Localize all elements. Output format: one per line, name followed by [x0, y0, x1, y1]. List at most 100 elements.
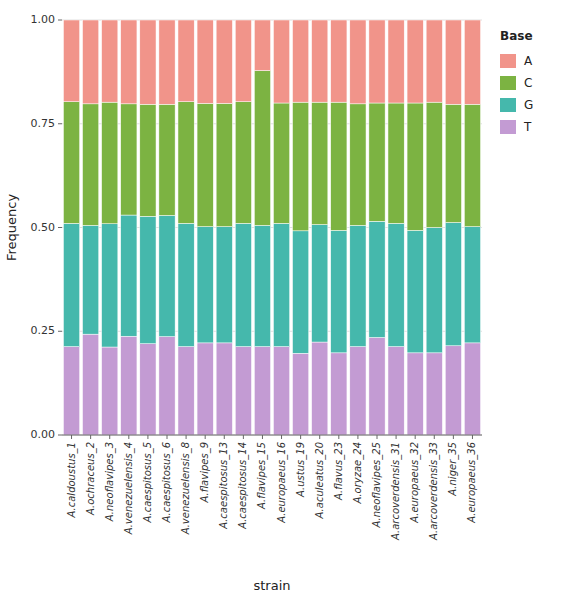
bar-segment [331, 102, 347, 230]
y-axis-label: Frequency [4, 194, 19, 261]
bar-segment [235, 347, 251, 435]
bar-segment [83, 334, 99, 435]
x-tick [281, 435, 282, 439]
bar-segment [445, 104, 461, 222]
bar-segment [426, 20, 442, 102]
y-tick [58, 435, 62, 436]
bar-segment [369, 103, 385, 221]
bar-segment [350, 225, 366, 346]
x-tick [300, 435, 301, 439]
x-tick [205, 435, 206, 439]
bar-segment [63, 223, 79, 346]
bar-segment [464, 227, 480, 343]
y-tick-label: 0.75 [31, 117, 56, 130]
x-tick-label: A.caespitosus_5 [142, 442, 154, 523]
bar-segment [121, 104, 137, 215]
bar-segment [254, 347, 270, 435]
x-tick-label: A.europaeus_36 [466, 442, 478, 524]
bar-segment [331, 230, 347, 352]
x-tick [434, 435, 435, 439]
bar-segment [102, 347, 118, 435]
bar-segment [197, 343, 213, 435]
y-tick-label: 0.00 [31, 428, 56, 441]
x-tick [357, 435, 358, 439]
x-tick-label: A.ochraceus_2 [85, 442, 97, 516]
x-tick-label: A.caespitosus_14 [237, 442, 249, 530]
bar-segment [140, 216, 156, 343]
bars [63, 20, 480, 435]
bar-segment [216, 227, 232, 343]
x-tick [262, 435, 263, 439]
bar-segment [369, 20, 385, 103]
x-tick [147, 435, 148, 439]
chart: 0.000.250.500.751.00A.caldoustus_1A.ochr… [0, 0, 582, 600]
bar-segment [178, 347, 194, 435]
bar-segment [83, 104, 99, 226]
legend-label: G [524, 98, 533, 112]
bar-segment [369, 337, 385, 435]
bar-segment [445, 223, 461, 346]
x-tick-label: A.neoflavipes_3 [104, 442, 116, 522]
bar-segment [388, 20, 404, 103]
x-tick [109, 435, 110, 439]
bar-segment [254, 225, 270, 346]
bar-segment [464, 104, 480, 226]
legend-swatch [500, 76, 516, 90]
bar-segment [178, 102, 194, 224]
bar-segment [426, 228, 442, 353]
grid-line [62, 435, 482, 436]
x-tick [319, 435, 320, 439]
bar-segment [216, 343, 232, 435]
legend-label: A [524, 54, 533, 68]
bar-segment [178, 223, 194, 346]
bar-segment [121, 215, 137, 336]
bar-segment [102, 20, 118, 102]
bar-segment [254, 71, 270, 226]
x-tick [453, 435, 454, 439]
x-tick-label: A.oryzae_24 [352, 442, 364, 505]
bar-segment [121, 20, 137, 104]
x-tick-label: A.caespitosus_6 [161, 442, 173, 523]
x-tick-label: A.flavipes_15 [256, 442, 268, 510]
legend-title: Base [500, 29, 533, 43]
bar-segment [350, 104, 366, 226]
y-tick-label: 1.00 [31, 13, 56, 26]
bar-segment [159, 20, 175, 104]
legend-label: T [523, 120, 532, 134]
bar-segment [293, 231, 309, 353]
x-tick [90, 435, 91, 439]
bar-segment [83, 225, 99, 334]
x-tick-label: A.caespitosus_13 [218, 442, 230, 530]
bar-segment [407, 103, 423, 230]
x-tick-label: A.neoflavipes_25 [371, 442, 383, 529]
bar-segment [293, 20, 309, 102]
x-tick-label: A.flavus_23 [333, 442, 345, 501]
y-tick [58, 227, 62, 228]
x-tick [415, 435, 416, 439]
x-tick [338, 435, 339, 439]
bar-segment [140, 20, 156, 104]
x-tick [128, 435, 129, 439]
bar-segment [197, 20, 213, 103]
x-tick-label: A.venezuelensis_4 [123, 442, 135, 535]
series [63, 20, 480, 104]
x-tick [243, 435, 244, 439]
bar-segment [159, 104, 175, 215]
bar-segment [407, 230, 423, 352]
y-tick [58, 20, 62, 21]
bar-segment [197, 227, 213, 343]
bar-segment [388, 347, 404, 435]
bar-segment [140, 344, 156, 435]
bar-segment [312, 20, 328, 102]
bar-segment [293, 353, 309, 435]
x-axis-label: strain [253, 578, 290, 593]
y-tick-label: 0.25 [31, 324, 56, 337]
x-tick-label: A.aculeatus_20 [314, 442, 326, 519]
bar-segment [464, 343, 480, 435]
bar-segment [121, 336, 137, 435]
x-tick [224, 435, 225, 439]
bar-segment [235, 102, 251, 224]
bar-segment [254, 20, 270, 71]
x-tick [396, 435, 397, 439]
x-axis: A.caldoustus_1A.ochraceus_2A.neoflavipes… [62, 435, 482, 541]
